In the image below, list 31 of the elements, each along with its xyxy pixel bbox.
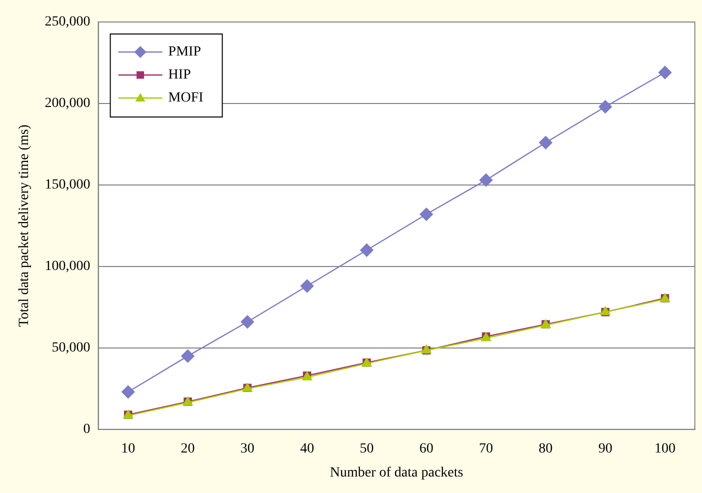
point — [539, 136, 552, 150]
x-tick-label: 90 — [598, 441, 612, 456]
y-tick-label: 250,000 — [44, 14, 90, 30]
point — [300, 279, 314, 293]
point — [122, 385, 135, 399]
x-tick-label: 10 — [121, 441, 136, 456]
x-tick-label: 30 — [240, 441, 254, 456]
y-tick-label: 100,000 — [44, 259, 90, 274]
y-tick-label: 0 — [83, 422, 90, 438]
y-tick-label: 150,000 — [44, 178, 90, 193]
y-tick-label: 50,000 — [52, 340, 90, 356]
x-tick-label: 20 — [180, 441, 195, 456]
point — [658, 66, 672, 80]
x-tick-label: 40 — [300, 441, 314, 456]
y-axis-title: Total data packet delivery time (ms) — [17, 124, 32, 327]
x-tick-label: 100 — [654, 441, 676, 456]
point — [181, 349, 194, 363]
x-tick-label: 50 — [360, 441, 374, 456]
x-axis-title: Number of data packets — [330, 465, 464, 480]
x-tick-label: 80 — [538, 441, 553, 456]
legend-label: MOFI — [168, 90, 204, 106]
point — [479, 173, 493, 187]
x-tick-label: 70 — [479, 441, 494, 456]
point — [598, 100, 612, 114]
point — [240, 315, 254, 328]
point — [420, 208, 433, 221]
legend-label: HIP — [168, 68, 192, 83]
point — [360, 244, 374, 257]
legend-label: PMIP — [168, 44, 202, 60]
x-tick-label: 60 — [419, 441, 434, 456]
y-tick-label: 200,000 — [44, 96, 90, 112]
